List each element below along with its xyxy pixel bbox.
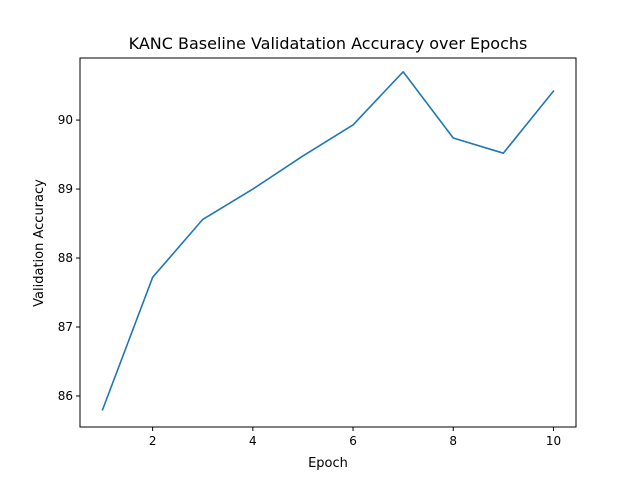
x-axis-label: Epoch	[308, 456, 348, 471]
x-tick-label: 4	[249, 434, 257, 448]
y-tick-label: 86	[58, 389, 73, 403]
y-tick-label: 88	[58, 251, 73, 265]
x-tick-label: 8	[449, 434, 457, 448]
x-tick-label: 6	[349, 434, 357, 448]
axes-frame	[79, 57, 577, 428]
x-tick-label: 10	[546, 434, 561, 448]
y-tick-label: 90	[58, 113, 73, 127]
y-tick-label: 89	[58, 182, 73, 196]
x-tick-label: 2	[149, 434, 157, 448]
y-tick-label: 87	[58, 320, 73, 334]
chart-title: KANC Baseline Validatation Accuracy over…	[129, 34, 528, 53]
y-axis-label: Validation Accuracy	[32, 179, 47, 307]
plot-area: 2 4 6 8 10 86 87 88 89 90	[58, 57, 577, 448]
series-line	[101, 70, 555, 411]
